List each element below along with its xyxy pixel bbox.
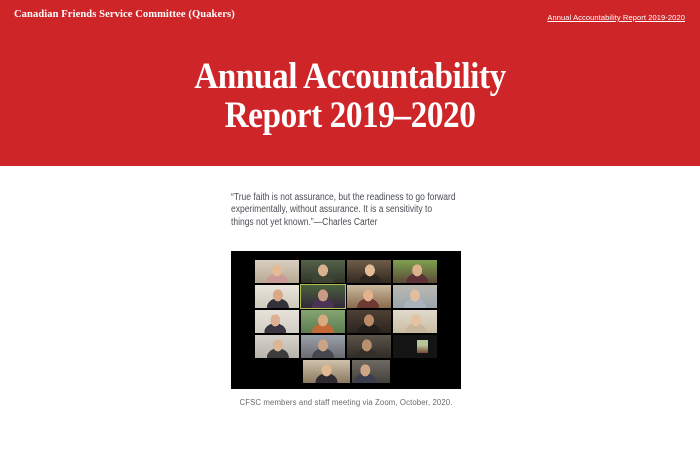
zoom-participant-tile	[347, 285, 391, 309]
zoom-participant-tile	[255, 335, 299, 359]
page-title-line2: Report 2019–2020	[224, 95, 476, 136]
zoom-participant-tile	[351, 360, 390, 384]
zoom-grid-row	[231, 335, 461, 359]
quote-line: things not yet known.”—Charles Carter	[231, 216, 378, 228]
site-name-link[interactable]: Canadian Friends Service Committee (Quak…	[14, 9, 235, 20]
zoom-photo-figure: CFSC members and staff meeting via Zoom,…	[231, 251, 465, 407]
zoom-participant-tile	[347, 310, 391, 334]
zoom-participant-tile	[393, 335, 437, 359]
zoom-participant-tile	[347, 260, 391, 284]
zoom-participant-tile	[347, 335, 391, 359]
page-title: Annual Accountability Report 2019–2020	[35, 57, 665, 135]
opening-quote: “True faith is not assurance, but the re…	[231, 192, 456, 229]
zoom-participant-tile	[393, 260, 437, 284]
zoom-meeting-photo	[231, 251, 461, 390]
zoom-participant-tile	[393, 310, 437, 334]
quote-line: experimentally, without assurance. It is…	[231, 204, 433, 216]
zoom-grid-row	[231, 260, 461, 284]
zoom-participant-tile	[255, 285, 299, 309]
photo-caption: CFSC members and staff meeting via Zoom,…	[239, 398, 453, 408]
zoom-grid-row	[231, 360, 461, 384]
zoom-grid-row	[231, 284, 461, 310]
report-nav-link[interactable]: Annual Accountability Report 2019-2020	[547, 13, 685, 22]
zoom-participant-tile	[302, 360, 350, 384]
zoom-inset-thumbnail	[417, 340, 428, 354]
zoom-grid-row	[231, 310, 461, 334]
zoom-participant-tile	[300, 284, 346, 310]
top-navigation-bar: Canadian Friends Service Committee (Quak…	[0, 0, 700, 22]
quote-line: “True faith is not assurance, but the re…	[231, 192, 456, 203]
zoom-participant-tile	[255, 260, 299, 284]
zoom-participant-tile	[301, 335, 345, 359]
zoom-participant-tile	[255, 310, 299, 334]
zoom-participant-tile	[301, 260, 345, 284]
zoom-participant-tile	[301, 310, 345, 334]
hero-banner: Canadian Friends Service Committee (Quak…	[0, 0, 700, 166]
main-content: “True faith is not assurance, but the re…	[231, 192, 465, 407]
page-title-line1: Annual Accountability	[194, 56, 506, 97]
zoom-participant-tile	[393, 285, 437, 309]
